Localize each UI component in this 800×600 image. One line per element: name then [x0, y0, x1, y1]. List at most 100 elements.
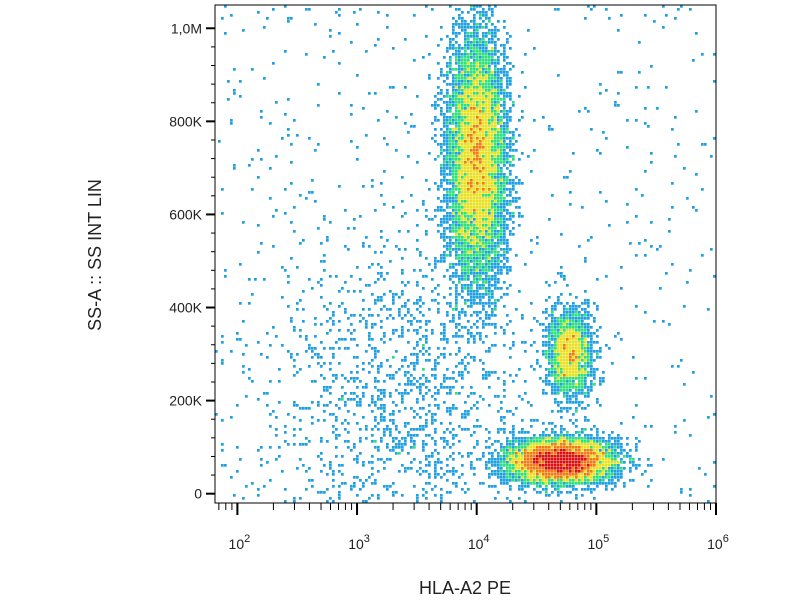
density-dot	[317, 281, 320, 284]
density-dot	[392, 329, 395, 332]
density-dot	[494, 230, 497, 233]
density-dot	[464, 113, 467, 116]
density-dot	[488, 65, 491, 68]
density-dot	[476, 194, 479, 197]
density-dot	[353, 485, 356, 488]
density-dot	[362, 485, 365, 488]
density-dot	[599, 356, 602, 359]
density-dot	[497, 68, 500, 71]
density-dot	[470, 101, 473, 104]
density-dot	[521, 440, 524, 443]
density-dot	[455, 149, 458, 152]
density-dot	[341, 422, 344, 425]
density-dot	[485, 98, 488, 101]
density-dot	[491, 113, 494, 116]
density-dot	[461, 53, 464, 56]
density-dot	[446, 125, 449, 128]
density-dot	[587, 458, 590, 461]
density-dot	[461, 86, 464, 89]
density-dot	[470, 104, 473, 107]
density-dot	[494, 5, 497, 8]
density-dot	[473, 467, 476, 470]
density-dot	[467, 305, 470, 308]
density-dot	[467, 182, 470, 185]
density-dot	[494, 29, 497, 32]
density-dot	[401, 401, 404, 404]
density-dot	[338, 407, 341, 410]
density-dot	[479, 209, 482, 212]
density-dot	[557, 494, 560, 497]
density-dot	[443, 437, 446, 440]
density-dot	[488, 314, 491, 317]
density-dot	[578, 461, 581, 464]
density-dot	[470, 89, 473, 92]
density-dot	[500, 233, 503, 236]
density-dot	[443, 125, 446, 128]
density-dot	[566, 347, 569, 350]
density-dot	[482, 68, 485, 71]
density-dot	[497, 287, 500, 290]
density-dot	[563, 332, 566, 335]
density-dot	[431, 422, 434, 425]
density-dot	[242, 497, 245, 500]
density-dot	[584, 347, 587, 350]
density-dot	[248, 368, 251, 371]
density-dot	[560, 470, 563, 473]
density-dot	[446, 368, 449, 371]
density-dot	[500, 152, 503, 155]
density-dot	[524, 446, 527, 449]
density-dot	[446, 128, 449, 131]
density-dot	[443, 251, 446, 254]
density-dot	[497, 236, 500, 239]
density-dot	[461, 221, 464, 224]
density-dot	[383, 170, 386, 173]
density-dot	[437, 461, 440, 464]
density-dot	[458, 176, 461, 179]
density-dot	[440, 182, 443, 185]
density-dot	[566, 455, 569, 458]
density-dot	[359, 320, 362, 323]
density-dot	[539, 464, 542, 467]
density-dot	[512, 461, 515, 464]
density-dot	[380, 392, 383, 395]
density-dot	[617, 332, 620, 335]
density-dot	[467, 128, 470, 131]
density-dot	[584, 308, 587, 311]
density-dot	[482, 62, 485, 65]
density-dot	[491, 302, 494, 305]
density-dot	[464, 194, 467, 197]
density-dot	[473, 89, 476, 92]
density-dot	[482, 161, 485, 164]
density-dot	[701, 53, 704, 56]
density-dot	[461, 68, 464, 71]
density-dot	[455, 392, 458, 395]
density-dot	[416, 248, 419, 251]
density-dot	[596, 443, 599, 446]
density-dot	[614, 461, 617, 464]
density-dot	[509, 188, 512, 191]
density-dot	[296, 353, 299, 356]
density-dot	[455, 101, 458, 104]
density-dot	[476, 173, 479, 176]
density-dot	[608, 467, 611, 470]
density-dot	[485, 71, 488, 74]
density-dot	[311, 350, 314, 353]
density-dot	[587, 110, 590, 113]
density-dot	[521, 476, 524, 479]
density-dot	[485, 62, 488, 65]
density-dot	[494, 254, 497, 257]
density-dot	[275, 434, 278, 437]
density-dot	[458, 59, 461, 62]
density-dot	[404, 314, 407, 317]
density-dot	[479, 98, 482, 101]
density-dot	[470, 53, 473, 56]
density-dot	[554, 365, 557, 368]
density-dot	[491, 221, 494, 224]
density-dot	[410, 194, 413, 197]
density-dot	[401, 290, 404, 293]
density-dot	[713, 461, 716, 464]
density-dot	[440, 98, 443, 101]
density-dot	[485, 203, 488, 206]
density-dot	[392, 449, 395, 452]
density-dot	[455, 119, 458, 122]
